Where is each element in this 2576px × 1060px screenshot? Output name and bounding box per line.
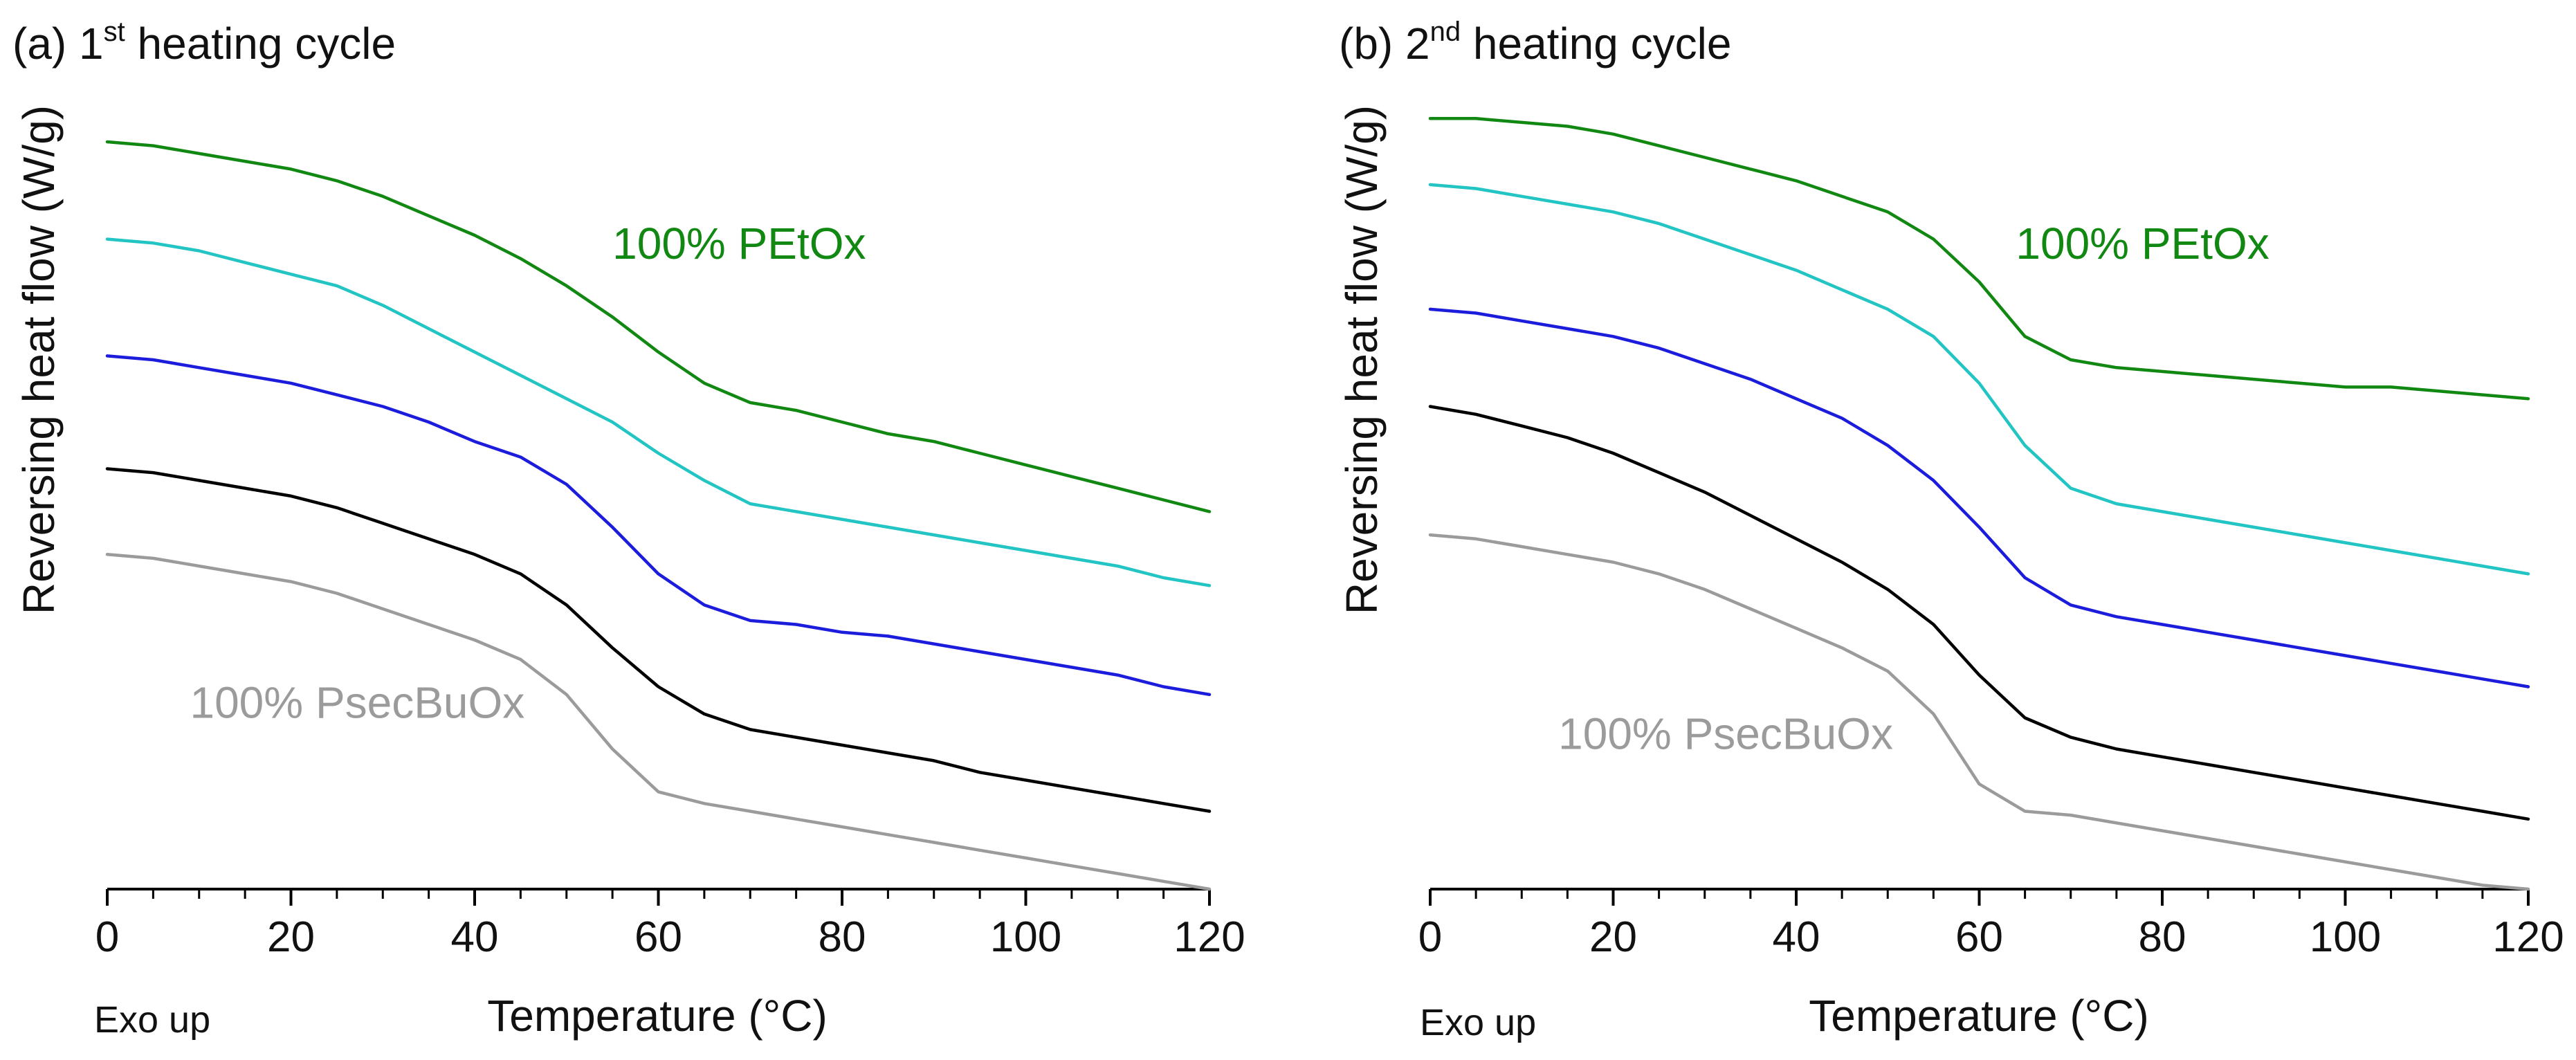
panel-b-x-tick-label: 0 [1418, 913, 1442, 961]
panel-b-series-black-line [1428, 405, 2530, 821]
panel-a-series-blue-line [105, 354, 1212, 697]
panel-b-title-sup: nd [1430, 17, 1461, 47]
panel-a-xlabel: Temperature (°C) [487, 991, 828, 1041]
panel-b-title-suffix: heating cycle [1461, 19, 1731, 68]
panel-a-exo-up: Exo up [94, 999, 210, 1041]
panel-a: (a) 1st heating cycle Reversing heat flo… [12, 17, 1245, 1041]
panel-a-x-tick-label: 120 [1173, 913, 1245, 961]
panel-a-series [105, 140, 1212, 891]
panel-b-series [1428, 117, 2530, 891]
panel-a-x-tick-label: 60 [634, 913, 682, 961]
panel-b-exo-up: Exo up [1420, 1002, 1536, 1043]
panel-a-x-tick-label: 40 [451, 913, 499, 961]
panel-b-annotation-gray: 100% PsecBuOx [1558, 709, 1893, 759]
panel-b-x-tick-label: 100 [2310, 913, 2381, 961]
panel-a-x-tick-label: 20 [267, 913, 315, 961]
panel-a-annotation-green: 100% PEtOx [612, 219, 866, 268]
panel-a-series-gray-line [105, 553, 1212, 891]
panel-a-title: (a) 1st heating cycle [12, 17, 396, 68]
panel-b-x-tick-label: 80 [2139, 913, 2186, 961]
panel-a-series-green-line [105, 140, 1212, 513]
panel-a-x-tick-label: 0 [95, 913, 119, 961]
panel-a-annotations: 100% PEtOx 100% PsecBuOx [190, 219, 866, 728]
panel-a-axes: 0 20 40 60 80 100 120 [95, 888, 1245, 961]
panel-a-x-tick-label: 100 [990, 913, 1061, 961]
panel-b-x-tick-label: 20 [1589, 913, 1637, 961]
panel-a-series-cyan-line [105, 237, 1212, 587]
panel-b-series-cyan-line [1428, 183, 2530, 576]
panel-a-title-sup: st [104, 17, 125, 47]
panel-b-xlabel: Temperature (°C) [1809, 991, 2149, 1041]
panel-b-axes: 0 20 40 60 80 100 120 [1418, 888, 2564, 961]
panel-b-x-tick-label: 40 [1773, 913, 1820, 961]
panel-b-annotation-green: 100% PEtOx [2016, 219, 2269, 268]
panel-b-title: (b) 2nd heating cycle [1339, 17, 1731, 68]
panel-b-x-tick-label: 60 [1955, 913, 2003, 961]
panel-b-ylabel: Reversing heat flow (W/g) [1337, 105, 1387, 614]
panel-b: (b) 2nd heating cycle Reversing heat flo… [1337, 17, 2564, 1043]
panel-a-annotation-gray: 100% PsecBuOx [190, 678, 524, 728]
panel-a-series-black-line [105, 467, 1212, 813]
panel-b-x-tick-label: 120 [2492, 913, 2564, 961]
panel-a-x-tick-label: 80 [819, 913, 866, 961]
panel-b-series-gray-line [1428, 533, 2530, 891]
panel-a-title-suffix: heating cycle [125, 19, 396, 68]
panel-b-series-blue-line [1428, 307, 2530, 688]
panel-b-annotations: 100% PEtOx 100% PsecBuOx [1558, 219, 2269, 759]
panel-a-ylabel: Reversing heat flow (W/g) [14, 105, 64, 614]
panel-b-series-green-line [1428, 117, 2530, 401]
